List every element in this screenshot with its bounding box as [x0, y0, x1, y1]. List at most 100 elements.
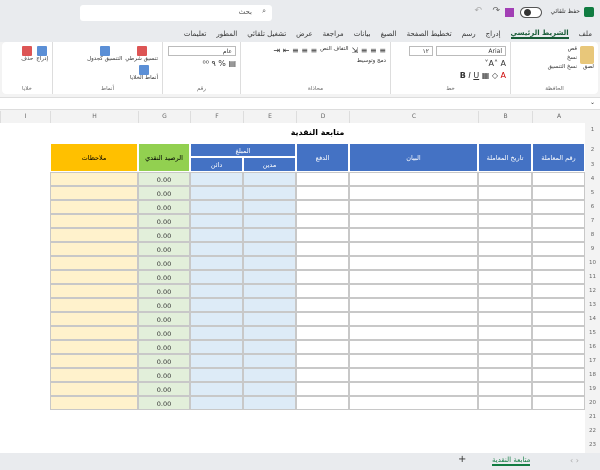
format-painter-button[interactable]: نسخ التنسيق — [547, 64, 577, 70]
cell-payment[interactable] — [296, 396, 349, 410]
cell-statement[interactable] — [349, 186, 478, 200]
cell-debit[interactable] — [243, 270, 296, 284]
font-name-select[interactable]: Arial — [436, 46, 506, 56]
tab-file[interactable]: ملف — [578, 30, 592, 38]
column-header-G[interactable]: G — [138, 111, 190, 123]
cell-debit[interactable] — [243, 186, 296, 200]
font-grow-icon[interactable]: A˄ A˅ — [484, 59, 507, 68]
cell-payment[interactable] — [296, 368, 349, 382]
cell-debit[interactable] — [243, 214, 296, 228]
cell-txn-no[interactable] — [532, 200, 585, 214]
cell-txn-date[interactable] — [478, 396, 532, 410]
cell-balance[interactable]: 0.00 — [138, 270, 190, 284]
row-header[interactable]: 14 — [589, 316, 596, 322]
cell-credit[interactable] — [190, 214, 243, 228]
cell-payment[interactable] — [296, 200, 349, 214]
cell-notes[interactable] — [50, 200, 138, 214]
cell-payment[interactable] — [296, 382, 349, 396]
cell-txn-no[interactable] — [532, 172, 585, 186]
cell-txn-date[interactable] — [478, 368, 532, 382]
cell-statement[interactable] — [349, 382, 478, 396]
add-sheet-button[interactable]: + — [458, 454, 467, 465]
header-credit[interactable]: دائن — [190, 157, 243, 172]
cell-txn-date[interactable] — [478, 256, 532, 270]
cell-credit[interactable] — [190, 312, 243, 326]
cut-button[interactable]: قص — [567, 46, 577, 52]
cell-credit[interactable] — [190, 298, 243, 312]
tab-insert[interactable]: إدراج — [485, 30, 501, 38]
cell-statement[interactable] — [349, 214, 478, 228]
cell-txn-date[interactable] — [478, 298, 532, 312]
cell-debit[interactable] — [243, 340, 296, 354]
merge-center-button[interactable]: دمج وتوسيط — [356, 58, 386, 64]
cell-balance[interactable]: 0.00 — [138, 312, 190, 326]
cell-debit[interactable] — [243, 312, 296, 326]
undo-icon[interactable]: ↶ — [474, 6, 482, 16]
scroll-tabs-icon[interactable]: ‹ › — [570, 456, 579, 465]
cell-txn-date[interactable] — [478, 228, 532, 242]
tab-draw[interactable]: رسم — [461, 30, 476, 38]
cell-balance[interactable]: 0.00 — [138, 228, 190, 242]
cell-statement[interactable] — [349, 354, 478, 368]
tab-developer[interactable]: المطور — [216, 30, 238, 38]
paste-button[interactable]: لصق — [580, 46, 594, 70]
expand-formula-icon[interactable]: ⌄ — [590, 99, 596, 106]
align-icons[interactable]: ≡ ≡ ≡ ⇲ — [351, 46, 386, 55]
row-header[interactable]: 2 — [590, 147, 595, 153]
cell-debit[interactable] — [243, 326, 296, 340]
header-txn-no[interactable]: رقم المعاملة — [532, 143, 585, 172]
cell-txn-date[interactable] — [478, 340, 532, 354]
cell-debit[interactable] — [243, 242, 296, 256]
cell-debit[interactable] — [243, 284, 296, 298]
row-header[interactable]: 8 — [590, 232, 595, 238]
cell-debit[interactable] — [243, 200, 296, 214]
cell-txn-date[interactable] — [478, 270, 532, 284]
cell-credit[interactable] — [190, 382, 243, 396]
font-style-buttons[interactable]: B I U ▦ ◇ A — [459, 71, 506, 80]
row-header[interactable]: 18 — [589, 372, 596, 378]
cell-credit[interactable] — [190, 228, 243, 242]
row-header[interactable]: 21 — [589, 414, 596, 420]
cell-payment[interactable] — [296, 340, 349, 354]
cell-txn-date[interactable] — [478, 186, 532, 200]
row-header[interactable]: 19 — [589, 386, 596, 392]
cell-txn-no[interactable] — [532, 256, 585, 270]
row-header[interactable]: 3 — [590, 162, 595, 168]
wrap-text-button[interactable]: التفاف النص — [320, 46, 349, 52]
cell-txn-date[interactable] — [478, 200, 532, 214]
cell-debit[interactable] — [243, 228, 296, 242]
number-format-icons[interactable]: ▤ % ٩ ⁰⁰ — [202, 59, 236, 68]
cell-txn-date[interactable] — [478, 214, 532, 228]
row-header[interactable]: 5 — [590, 190, 595, 196]
cell-txn-no[interactable] — [532, 396, 585, 410]
header-txn-date[interactable]: تاريخ المعاملة — [478, 143, 532, 172]
cell-statement[interactable] — [349, 200, 478, 214]
cell-notes[interactable] — [50, 228, 138, 242]
cell-credit[interactable] — [190, 284, 243, 298]
cell-notes[interactable] — [50, 368, 138, 382]
cell-notes[interactable] — [50, 396, 138, 410]
cell-credit[interactable] — [190, 340, 243, 354]
cell-statement[interactable] — [349, 256, 478, 270]
tab-data[interactable]: بيانات — [353, 30, 371, 38]
column-header-E[interactable]: E — [243, 111, 296, 123]
tab-page-layout[interactable]: تخطيط الصفحة — [406, 30, 452, 38]
cell-txn-date[interactable] — [478, 242, 532, 256]
insert-cells-button[interactable]: إدراج — [36, 46, 48, 62]
copy-button[interactable]: نسخ — [567, 55, 577, 61]
redo-icon[interactable]: ↷ — [492, 6, 500, 16]
cell-balance[interactable]: 0.00 — [138, 242, 190, 256]
column-header-I[interactable]: I — [0, 111, 50, 123]
cell-notes[interactable] — [50, 298, 138, 312]
cell-txn-no[interactable] — [532, 186, 585, 200]
tab-view[interactable]: عرض — [296, 30, 313, 38]
header-debit[interactable]: مدين — [243, 157, 296, 172]
cell-txn-no[interactable] — [532, 270, 585, 284]
cell-balance[interactable]: 0.00 — [138, 368, 190, 382]
cell-txn-date[interactable] — [478, 172, 532, 186]
font-size-select[interactable]: ١٢ — [409, 46, 433, 56]
cell-notes[interactable] — [50, 214, 138, 228]
cell-debit[interactable] — [243, 368, 296, 382]
cell-balance[interactable]: 0.00 — [138, 214, 190, 228]
worksheet-grid[interactable]: متابعة النقدية رقم المعاملة تاريخ المعاملة… — [0, 123, 585, 453]
